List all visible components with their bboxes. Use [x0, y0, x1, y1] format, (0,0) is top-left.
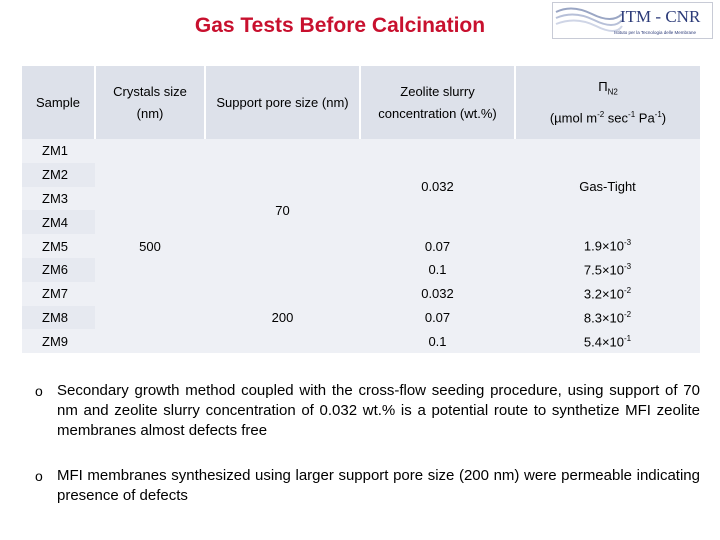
- bullet-text: MFI membranes synthesized using larger s…: [57, 467, 700, 504]
- unit-exp: -1: [628, 109, 636, 119]
- permeance: 3.2×10-2: [515, 282, 700, 306]
- bullet: o MFI membranes synthesized using larger …: [35, 466, 700, 506]
- permeance: Gas-Tight: [579, 179, 636, 195]
- sample: ZM9: [42, 333, 68, 349]
- mantissa: 5.4×10: [583, 333, 624, 349]
- sample: ZM1: [42, 143, 68, 159]
- unit: (µmol m: [549, 109, 598, 125]
- zeolite-concentration: 0.032: [421, 286, 454, 302]
- zeolite-concentration: 0.1: [428, 262, 447, 278]
- unit-exp: -2: [597, 109, 605, 119]
- header-cell: Support pore size (nm): [204, 66, 360, 139]
- unit: Pa: [635, 109, 655, 125]
- sample: ZM5: [42, 238, 68, 254]
- zeolite-concentration: 0.032: [421, 179, 454, 195]
- support-pore-size: 70: [275, 202, 290, 218]
- mantissa: 7.5×10: [583, 262, 624, 278]
- unit: sec: [604, 109, 629, 125]
- logo-name: ITM - CNR: [620, 7, 701, 26]
- permeance: 7.5×10-3: [515, 258, 700, 282]
- bullet: o Secondary growth method coupled with th…: [35, 381, 700, 441]
- results-table: Sample Crystals size (nm) Support pore s…: [22, 66, 700, 354]
- zeolite-concentration: 0.07: [424, 238, 451, 254]
- permeance-subscript: N2: [607, 87, 618, 97]
- logo-swirl: [555, 7, 623, 20]
- permeance: 8.3×10-2: [515, 306, 700, 330]
- bullet-text: Secondary growth method coupled with the…: [57, 382, 700, 439]
- sample: ZM2: [22, 162, 95, 187]
- permeance-symbol: Π: [598, 79, 608, 95]
- logo-swirl: [555, 13, 623, 26]
- permeance: 5.4×10-1: [515, 329, 700, 353]
- mantissa: 1.9×10: [583, 238, 624, 254]
- sample: ZM6: [22, 257, 95, 282]
- logo-swirl: [555, 19, 623, 32]
- bullet-marker: o: [35, 383, 43, 399]
- sample: ZM8: [22, 305, 95, 330]
- slide-title: Gas Tests Before Calcination: [194, 14, 486, 37]
- header-cell: Zeolite slurry concentration (wt.%): [359, 66, 515, 139]
- zeolite-concentration: 0.1: [428, 333, 447, 349]
- mantissa: 8.3×10: [583, 310, 624, 326]
- logo: ITM - CNR Istituto per la Tecnologia del…: [552, 2, 713, 39]
- sample: ZM7: [42, 286, 68, 302]
- exponent: -3: [624, 238, 632, 248]
- exponent: -3: [624, 262, 632, 272]
- header-cell: Crystals size (nm): [94, 66, 205, 139]
- sample: ZM3: [42, 190, 68, 206]
- bullet-marker: o: [35, 468, 43, 484]
- mantissa: 3.2×10: [583, 286, 624, 302]
- exponent: -2: [624, 286, 632, 296]
- zeolite-concentration: 0.07: [424, 309, 451, 325]
- permeance: 1.9×10-3: [515, 234, 700, 258]
- header-cell: ΠN2 (µmol m-2 sec-1 Pa-1): [514, 66, 700, 139]
- support-pore-size: 200: [271, 309, 294, 325]
- sample: ZM4: [22, 210, 95, 235]
- header-cell: Sample: [35, 94, 81, 110]
- exponent: -1: [624, 333, 632, 343]
- crystals-size: 500: [139, 238, 161, 254]
- header-row: Sample Crystals size (nm) Support pore s…: [22, 66, 700, 139]
- unit-exp: -1: [654, 109, 662, 119]
- logo-subtitle: Istituto per la Tecnologia delle Membran…: [614, 30, 696, 35]
- exponent: -2: [624, 309, 632, 319]
- unit: ): [661, 109, 667, 125]
